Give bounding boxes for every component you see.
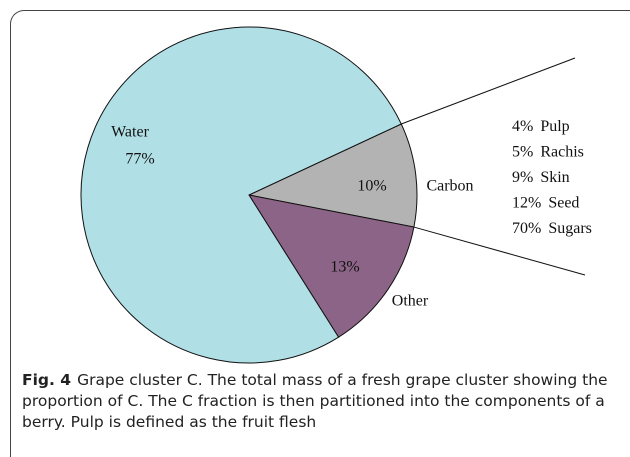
breakdown-category: Rachis	[540, 143, 584, 160]
chart: 10% Carbon 13% Other 77% Water 4% Pulp 5% Rachis 9…	[80, 26, 592, 364]
breakdown-category: Skin	[540, 169, 569, 186]
pie-slice	[247, 194, 415, 338]
slice-category-label: Other	[392, 293, 429, 310]
pie-slice	[80, 26, 402, 364]
breakdown-item: 4% Pulp	[512, 118, 570, 135]
breakdown-value-label: 9%	[512, 169, 533, 186]
breakdown-item: 5% Rachis	[512, 143, 584, 160]
breakdown-category: Pulp	[540, 118, 569, 135]
pie-slice	[247, 123, 418, 228]
breakdown-item: 9% Skin	[512, 169, 570, 186]
slice-value-label: 77%	[125, 151, 154, 168]
breakdown-value-label: 4%	[512, 118, 533, 135]
caption-text: Grape cluster C. The total mass of a fre…	[22, 371, 608, 431]
slice-value-label: 10%	[357, 178, 386, 195]
breakdown-connector	[401, 57, 576, 125]
breakdown-value-label: 12%	[512, 194, 541, 211]
caption-label: Fig. 4	[22, 371, 72, 389]
breakdown-category: Seed	[548, 194, 579, 211]
slice-category-label: Carbon	[426, 178, 473, 195]
breakdown-item: 70% Sugars	[512, 220, 592, 237]
breakdown-item: 12% Seed	[512, 194, 579, 211]
slice-category-label: Water	[111, 124, 149, 141]
caption: Fig. 4 Grape cluster C. The total mass of…	[22, 370, 622, 433]
slice-value-label: 13%	[330, 259, 359, 276]
breakdown-category: Sugars	[548, 220, 592, 237]
breakdown-connector	[413, 226, 586, 276]
breakdown-value-label: 5%	[512, 143, 533, 160]
breakdown-value-label: 70%	[512, 220, 541, 237]
figure-frame	[10, 10, 630, 457]
